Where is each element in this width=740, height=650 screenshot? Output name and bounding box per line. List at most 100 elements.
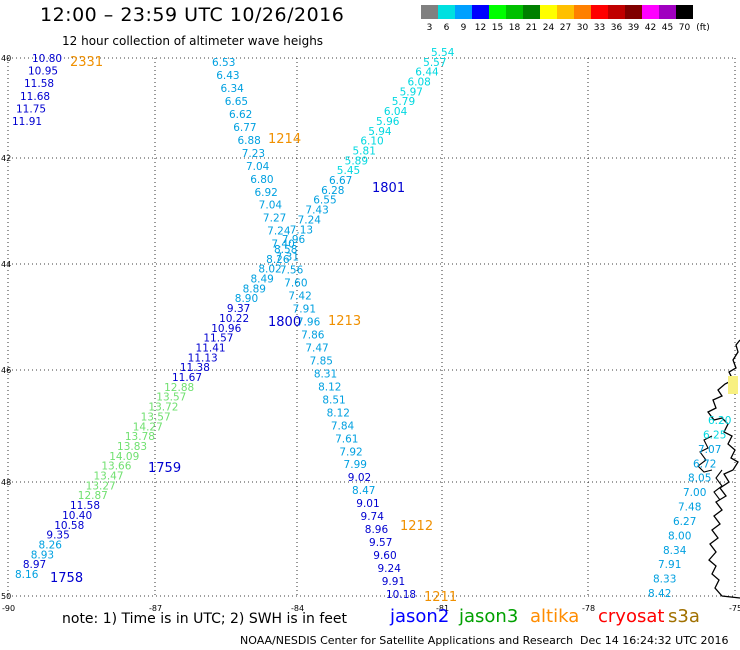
- wave-height-value: 8.00: [668, 530, 691, 542]
- wave-height-value: 11.13: [188, 352, 218, 364]
- legend-swatch: [591, 5, 608, 19]
- legend-swatch: [642, 5, 659, 19]
- coastline: [697, 339, 740, 599]
- wave-height-value: 6.44: [415, 67, 439, 79]
- wave-height-value: 6.34: [220, 83, 244, 95]
- wave-height-value: 10.58: [54, 520, 84, 532]
- pass-time-label: 1759: [148, 461, 181, 476]
- land-fill: [728, 376, 738, 394]
- wave-height-value: 9.57: [369, 537, 392, 549]
- wave-height-observations: 5.545.576.446.085.975.796.045.965.946.10…: [12, 47, 731, 601]
- wave-height-value: 8.58: [274, 244, 297, 256]
- legend-label: 6: [443, 23, 450, 33]
- wave-height-value: 13.47: [93, 471, 123, 483]
- wave-height-value: 9.37: [227, 303, 250, 315]
- wave-height-value: 7.60: [284, 278, 307, 290]
- wave-height-value: 7.99: [344, 459, 367, 471]
- wave-height-value: 6.27: [673, 516, 696, 528]
- wave-height-value: 11.38: [180, 362, 210, 374]
- legend-label: 30: [576, 23, 589, 33]
- wave-height-value: 7.24: [267, 226, 291, 238]
- satellite-s3a: s3a: [668, 606, 700, 627]
- legend-label: 39: [627, 23, 640, 33]
- legend-swatch: [608, 5, 625, 19]
- wave-height-value: 5.57: [423, 57, 446, 69]
- coastline-outline: [707, 339, 740, 599]
- coastline-inlet: [697, 435, 713, 473]
- axis-labels: -90 -87 -84 -81 -78 -75 40 42 44 46 48 50: [1, 54, 740, 613]
- legend-swatch: [421, 5, 438, 19]
- wave-height-value: 5.81: [353, 145, 376, 157]
- wave-height-value: 9.35: [46, 530, 69, 542]
- wave-height-value: 13.27: [86, 480, 116, 492]
- pass-time-label: 1801: [372, 181, 405, 196]
- pass-time-label: 1211: [424, 590, 457, 605]
- lon-tick-label: -84: [291, 604, 304, 613]
- wave-height-value: 11.58: [24, 78, 54, 90]
- legend-swatch: [506, 5, 523, 19]
- wave-height-value: 7.84: [331, 420, 355, 432]
- pass-time-label: 1212: [400, 519, 433, 534]
- credit-line: NOAA/NESDIS Center for Satellite Applica…: [240, 634, 574, 647]
- wave-height-value: 13.66: [101, 461, 131, 473]
- pass-time-label: 1214: [268, 132, 301, 147]
- wave-height-value: 8.89: [243, 283, 266, 295]
- wave-height-value: 7.31: [276, 252, 299, 264]
- satellite-altika: altika: [530, 606, 580, 627]
- wave-height-value: 7.00: [683, 487, 706, 499]
- legend-label: 42: [644, 23, 657, 33]
- lat-tick-label: 50: [1, 592, 11, 601]
- wave-height-value: 6.04: [384, 106, 408, 118]
- wave-height-value: 8.02: [258, 264, 281, 276]
- wave-height-value: 14.09: [109, 451, 139, 463]
- wave-height-value: 7.96: [297, 317, 321, 329]
- wave-height-value: 9.74: [361, 511, 385, 523]
- wave-height-value: 7.91: [293, 304, 316, 316]
- wave-height-value: 13.78: [125, 431, 155, 443]
- legend-label: 70: [678, 23, 691, 33]
- wave-height-value: 8.47: [352, 485, 375, 497]
- wave-height-value: 10.95: [28, 66, 58, 78]
- wave-height-value: 11.58: [70, 500, 100, 512]
- lat-tick-label: 44: [1, 260, 11, 269]
- wave-height-value: 7.47: [305, 342, 328, 354]
- lon-tick-label: -90: [2, 604, 15, 613]
- wave-height-value: 5.54: [431, 47, 455, 59]
- legend-unit: (ft): [696, 23, 710, 33]
- wave-height-value: 13.72: [148, 402, 178, 414]
- wave-height-value: 6.55: [313, 195, 336, 207]
- wave-height-value: 11.41: [196, 342, 226, 354]
- lon-tick-label: -78: [582, 604, 595, 613]
- wave-height-value: 7.85: [310, 355, 333, 367]
- wave-height-value: 5.94: [368, 126, 392, 138]
- wave-height-value: 7.48: [678, 502, 701, 514]
- wave-height-value: 13.83: [117, 441, 147, 453]
- wave-height-value: 8.93: [31, 549, 54, 561]
- legend-swatch: [676, 5, 693, 19]
- wave-height-value: 12.87: [78, 490, 108, 502]
- wave-height-value: 7.40: [271, 239, 294, 251]
- wave-height-value: 8.26: [266, 254, 290, 266]
- legend-label: 33: [593, 23, 606, 33]
- wave-height-value: 11.75: [16, 103, 46, 115]
- wave-height-value: 6.65: [225, 96, 248, 108]
- wave-height-value: 14.27: [133, 421, 163, 433]
- wave-height-value: 11.67: [172, 372, 202, 384]
- wave-height-value: 7.04: [259, 200, 283, 212]
- pass-time-label: 1758: [50, 571, 83, 586]
- pass-time-label: 1213: [328, 314, 361, 329]
- wave-height-value: 7.07: [698, 444, 721, 456]
- legend-swatch: [523, 5, 540, 19]
- legend-label: 24: [542, 23, 555, 33]
- wave-height-value: 7.61: [335, 433, 358, 445]
- wave-height-value: 8.12: [327, 407, 350, 419]
- legend-swatch: [438, 5, 455, 19]
- wave-height-value: 8.05: [688, 473, 711, 485]
- wave-height-value: 5.89: [345, 155, 368, 167]
- legend-swatch: [472, 5, 489, 19]
- wave-height-value: 8.34: [663, 545, 687, 557]
- lat-tick-label: 48: [1, 478, 11, 487]
- satellite-cryosat: cryosat: [598, 606, 665, 627]
- wave-height-value: 13.57: [156, 392, 186, 404]
- page-subtitle: 12 hour collection of altimeter wave hei…: [62, 34, 324, 48]
